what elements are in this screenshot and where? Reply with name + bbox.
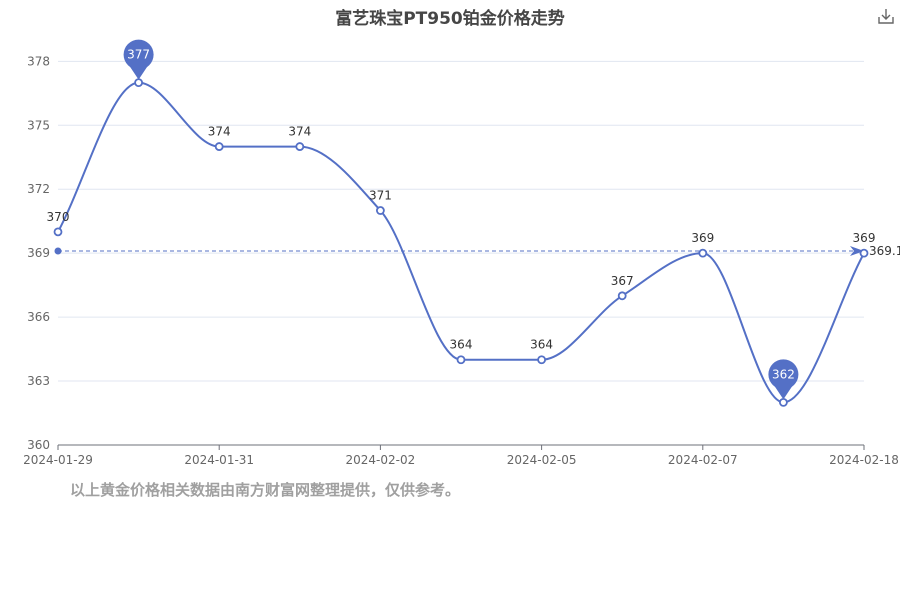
data-point (456, 355, 466, 365)
data-point (295, 142, 305, 151)
x-tick-label: 2024-02-18 (829, 453, 899, 467)
data-point (537, 355, 546, 365)
min-marker-label: 362 (772, 367, 795, 381)
y-tick-label: 372 (27, 182, 50, 196)
y-tick-label: 360 (27, 438, 50, 452)
data-point (375, 206, 385, 215)
series-line (57, 81, 865, 404)
price-line (57, 81, 865, 404)
data-label: 367 (611, 274, 634, 288)
data-point (134, 78, 144, 88)
y-tick-label: 366 (27, 310, 50, 324)
data-points (53, 78, 869, 407)
max-marker-pin (123, 39, 154, 70)
average-arrow (850, 246, 864, 257)
data-label: 369 (853, 231, 876, 245)
data-point (859, 248, 869, 258)
footnote: 以上黄金价格相关数据由南方财富网整理提供，仅供参考。 (70, 481, 461, 499)
data-label: 369 (691, 231, 714, 245)
min-marker-pin (768, 359, 799, 390)
extreme-markers: 377 362 (123, 39, 799, 400)
data-label: 370 (47, 210, 70, 224)
y-tick-label: 378 (27, 54, 50, 68)
data-label: 364 (530, 338, 553, 352)
max-marker-label: 377 (127, 48, 150, 62)
data-label: 364 (450, 338, 473, 352)
x-tick-label: 2024-01-29 (23, 453, 93, 467)
data-point (214, 142, 224, 151)
x-tick-label: 2024-02-07 (668, 453, 738, 467)
y-tick-label: 375 (27, 118, 50, 132)
data-labels: 370 374 374 371 364 364 367 369 369 (47, 125, 876, 352)
average-line: 369.1 (54, 244, 900, 258)
x-tick-label: 2024-02-05 (507, 453, 577, 467)
x-tick-label: 2024-01-31 (184, 453, 254, 467)
data-point (698, 248, 708, 258)
x-tick-label: 2024-02-02 (346, 453, 416, 467)
average-start-dot (54, 247, 62, 255)
data-label: 374 (208, 125, 231, 139)
data-point (617, 291, 627, 301)
average-label: 369.1 (869, 244, 900, 258)
y-tick-label: 369 (27, 246, 50, 260)
download-icon[interactable] (876, 6, 896, 26)
data-label: 371 (369, 189, 392, 203)
axes: 360 363 366 369 372 375 378 2024-01-29 2024-01-3… (23, 54, 899, 467)
data-label: 374 (288, 125, 311, 139)
data-point (53, 227, 63, 237)
grid-lines (58, 60, 864, 382)
chart-title: 富艺珠宝PT950铂金价格走势 (335, 9, 565, 29)
data-point (779, 397, 788, 407)
y-tick-label: 363 (27, 374, 50, 388)
price-line-chart: 360 363 366 369 372 375 378 2024-01-29 2024-01-3… (23, 39, 900, 467)
